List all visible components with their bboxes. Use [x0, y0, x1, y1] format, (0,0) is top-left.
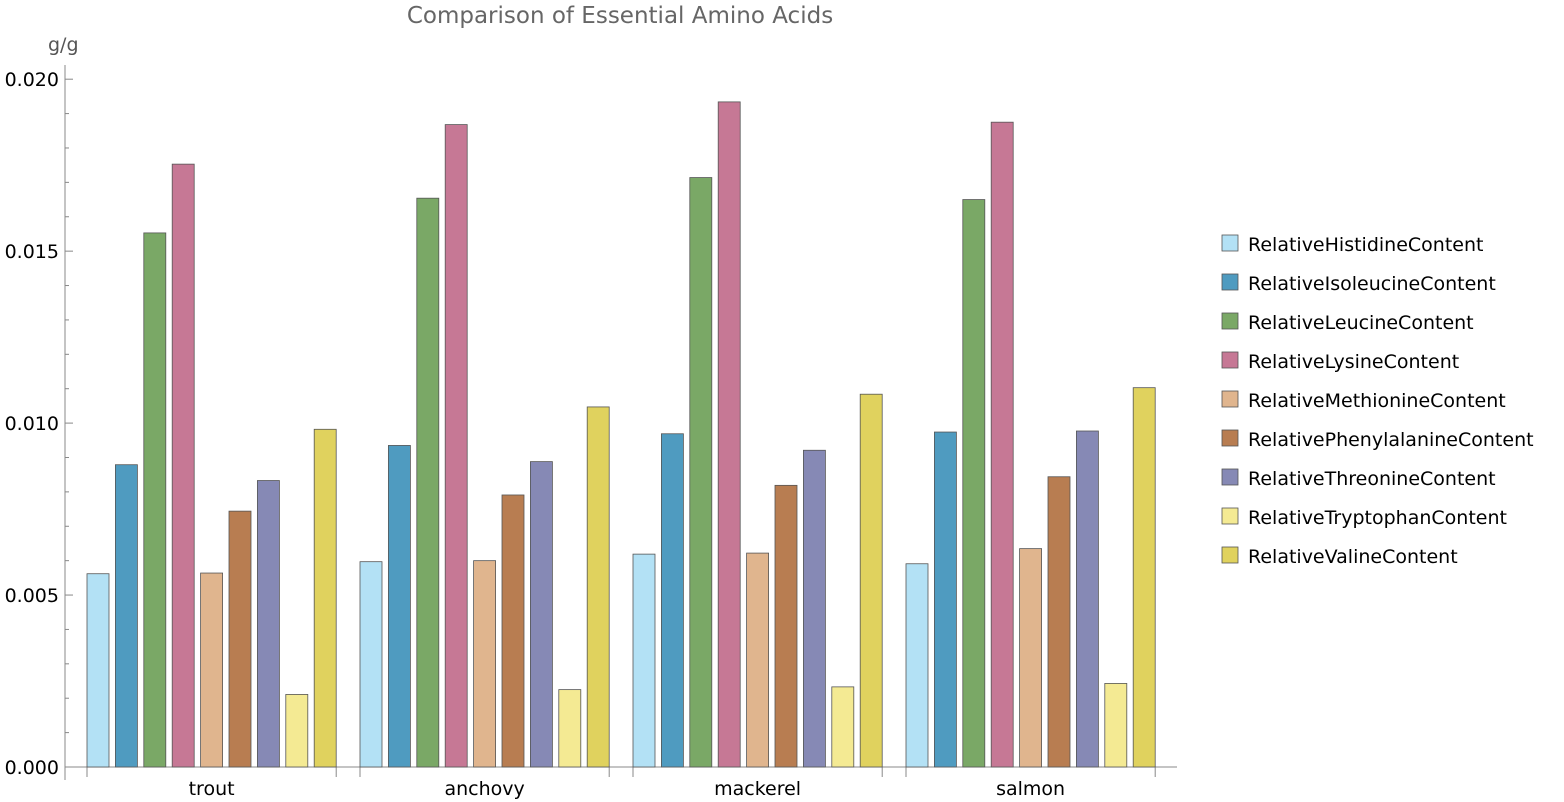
bar-salmon-RelativeValineContent — [1132, 387, 1156, 768]
bar-anchovy-RelativeHistidineContent — [359, 561, 383, 768]
x-category-label: anchovy — [444, 778, 524, 800]
bar-trout-RelativeLysineContent — [171, 163, 195, 768]
bar-salmon-RelativeThreonineContent — [1076, 430, 1099, 768]
legend-swatch — [1221, 429, 1239, 447]
bar-trout-RelativeTryptophanContent — [285, 694, 309, 768]
legend-swatch — [1221, 312, 1239, 330]
bar-trout-RelativeLeucineContent — [143, 232, 167, 768]
bar-mackerel-RelativeLeucineContent — [689, 177, 713, 768]
legend-label: RelativeThreonineContent — [1248, 468, 1496, 490]
chart-title: Comparison of Essential Amino Acids — [407, 3, 833, 29]
bar-mackerel-RelativeHistidineContent — [632, 553, 656, 768]
bar-trout-RelativePhenylalanineContent — [228, 510, 252, 768]
bar-mackerel-RelativeMethionineContent — [746, 552, 769, 768]
legend-label: RelativeValineContent — [1248, 546, 1458, 568]
bar-salmon-RelativeLysineContent — [990, 121, 1014, 768]
bar-anchovy-RelativeTryptophanContent — [558, 689, 582, 768]
bar-mackerel-RelativeIsoleucineContent — [661, 433, 684, 768]
x-category-label: trout — [189, 778, 235, 800]
legend-swatch — [1221, 390, 1239, 408]
legend-label: RelativeTryptophanContent — [1248, 507, 1507, 529]
legend-label: RelativeLeucineContent — [1248, 312, 1474, 334]
bars — [86, 101, 1156, 768]
bar-mackerel-RelativeThreonineContent — [803, 449, 826, 768]
legend-swatch — [1221, 507, 1239, 525]
legend: RelativeHistidineContent RelativeIsoleuci… — [1221, 234, 1534, 568]
bar-anchovy-RelativePhenylalanineContent — [501, 494, 525, 768]
bar-mackerel-RelativeTryptophanContent — [831, 686, 855, 768]
bar-trout-RelativeIsoleucineContent — [115, 464, 138, 768]
y-tick-label: 0.020 — [5, 69, 59, 91]
y-axis: 0.000 0.005 0.010 0.015 0.020 — [5, 65, 73, 779]
x-axis: trout anchovy mackerel salmon — [64, 766, 1177, 800]
x-category-label: salmon — [996, 778, 1065, 800]
legend-swatch — [1221, 546, 1239, 564]
legend-label: RelativeLysineContent — [1248, 351, 1459, 373]
bar-salmon-RelativeLeucineContent — [962, 199, 986, 768]
legend-swatch — [1221, 234, 1239, 252]
bar-mackerel-RelativePhenylalanineContent — [774, 484, 798, 768]
y-axis-unit-label: g/g — [48, 34, 79, 56]
bar-trout-RelativeHistidineContent — [86, 573, 110, 768]
bar-salmon-RelativeTryptophanContent — [1104, 683, 1128, 768]
legend-swatch — [1221, 273, 1239, 291]
bar-mackerel-RelativeLysineContent — [717, 101, 741, 768]
legend-swatch — [1221, 468, 1239, 486]
legend-swatch — [1221, 351, 1239, 369]
bar-trout-RelativeMethionineContent — [200, 572, 224, 768]
bar-anchovy-RelativeLeucineContent — [416, 197, 440, 768]
y-tick-label: 0.000 — [5, 757, 59, 779]
bar-salmon-RelativeMethionineContent — [1019, 548, 1042, 768]
legend-label: RelativeIsoleucineContent — [1248, 273, 1496, 295]
bar-salmon-RelativeHistidineContent — [905, 563, 929, 768]
legend-label: RelativePhenylalanineContent — [1248, 429, 1534, 451]
legend-label: RelativeHistidineContent — [1248, 234, 1483, 256]
bar-trout-RelativeThreonineContent — [256, 480, 280, 768]
bar-anchovy-RelativeMethionineContent — [473, 560, 497, 768]
bar-anchovy-RelativeValineContent — [586, 406, 610, 768]
bar-trout-RelativeValineContent — [313, 428, 337, 768]
bar-anchovy-RelativeThreonineContent — [530, 461, 553, 768]
bar-mackerel-RelativeValineContent — [859, 393, 883, 768]
bar-anchovy-RelativeIsoleucineContent — [387, 445, 411, 768]
bar-anchovy-RelativeLysineContent — [444, 124, 468, 768]
bar-salmon-RelativeIsoleucineContent — [934, 431, 957, 768]
bar-salmon-RelativePhenylalanineContent — [1047, 476, 1071, 768]
y-tick-label: 0.015 — [5, 241, 59, 263]
legend-label: RelativeMethionineContent — [1248, 390, 1506, 412]
y-tick-label: 0.005 — [5, 585, 59, 607]
x-category-label: mackerel — [714, 778, 801, 800]
y-tick-label: 0.010 — [5, 413, 59, 435]
